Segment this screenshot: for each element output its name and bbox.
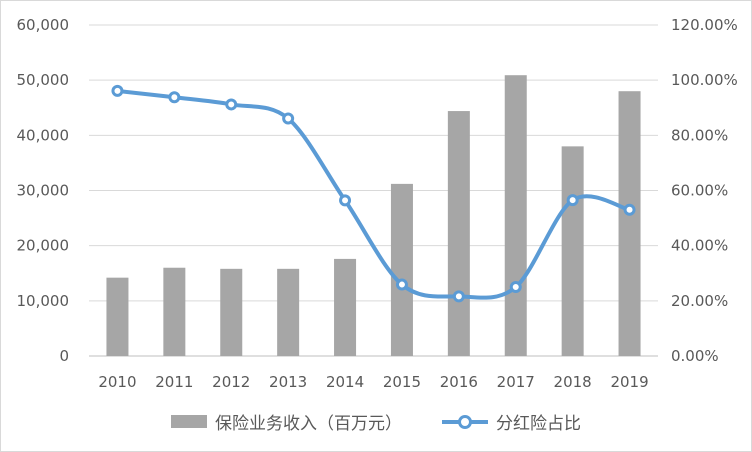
bar <box>334 258 357 356</box>
legend-item-bar: 保险业务收入（百万元） <box>171 409 402 434</box>
x-tick-label: 2011 <box>155 373 193 391</box>
line-point <box>509 281 522 294</box>
left-y-axis: 0 10,000 20,000 30,000 40,000 50,000 60,000 <box>17 16 70 365</box>
x-axis: 2010 2011 2012 2013 2014 2015 2016 2017 2018 2019 <box>98 373 648 391</box>
line-point <box>225 98 238 111</box>
right-y-tick-label: 100.00% <box>671 71 738 89</box>
x-tick-label: 2018 <box>554 373 592 391</box>
bar <box>277 268 300 356</box>
legend: 保险业务收入（百万元） 分红险占比 <box>1 403 751 439</box>
line-path <box>117 88 631 300</box>
right-y-tick-label: 60.00% <box>671 182 728 200</box>
legend-label-bar: 保险业务收入（百万元） <box>215 413 402 434</box>
left-y-tick-label: 40,000 <box>17 126 70 144</box>
left-y-tick-label: 20,000 <box>17 237 70 255</box>
bar <box>220 268 243 356</box>
line-point <box>452 290 465 303</box>
bar <box>618 91 641 356</box>
x-tick-label: 2017 <box>497 373 535 391</box>
bar <box>447 111 470 356</box>
bar <box>106 277 129 356</box>
x-tick-label: 2016 <box>440 373 478 391</box>
bar <box>504 75 527 357</box>
x-tick-label: 2010 <box>98 373 136 391</box>
line-point <box>168 91 181 104</box>
right-y-tick-label: 20.00% <box>671 292 728 310</box>
bar <box>390 183 413 356</box>
left-y-tick-label: 30,000 <box>17 182 70 200</box>
legend-label-line: 分红险占比 <box>496 413 581 434</box>
x-tick-label: 2012 <box>212 373 250 391</box>
legend-swatch-bar <box>171 414 207 428</box>
line-point <box>339 194 352 207</box>
line-series <box>111 84 636 303</box>
x-tick-label: 2014 <box>326 373 364 391</box>
right-y-axis: 0.00% 20.00% 40.00% 60.00% 80.00% 100.00% 120.… <box>671 16 738 365</box>
x-tick-label: 2015 <box>383 373 421 391</box>
x-tick-label: 2019 <box>610 373 648 391</box>
right-y-tick-label: 80.00% <box>671 126 728 144</box>
left-y-tick-label: 50,000 <box>17 71 70 89</box>
line-point <box>282 112 295 125</box>
left-y-tick-label: 60,000 <box>17 16 70 34</box>
line-point <box>623 203 636 216</box>
line-point <box>566 194 579 207</box>
bar <box>561 146 584 356</box>
bar <box>163 267 186 356</box>
right-y-tick-label: 0.00% <box>671 347 719 365</box>
line-point <box>111 84 124 97</box>
x-tick-label: 2013 <box>269 373 307 391</box>
left-y-tick-label: 0 <box>59 347 69 365</box>
line-point <box>395 278 408 291</box>
legend-swatch-line <box>442 414 488 429</box>
right-y-tick-label: 40.00% <box>671 237 728 255</box>
right-y-tick-label: 120.00% <box>671 16 738 34</box>
left-y-tick-label: 10,000 <box>17 292 70 310</box>
combo-chart: 0 10,000 20,000 30,000 40,000 50,000 60,000 0.… <box>17 16 738 391</box>
legend-item-line: 分红险占比 <box>442 409 581 434</box>
